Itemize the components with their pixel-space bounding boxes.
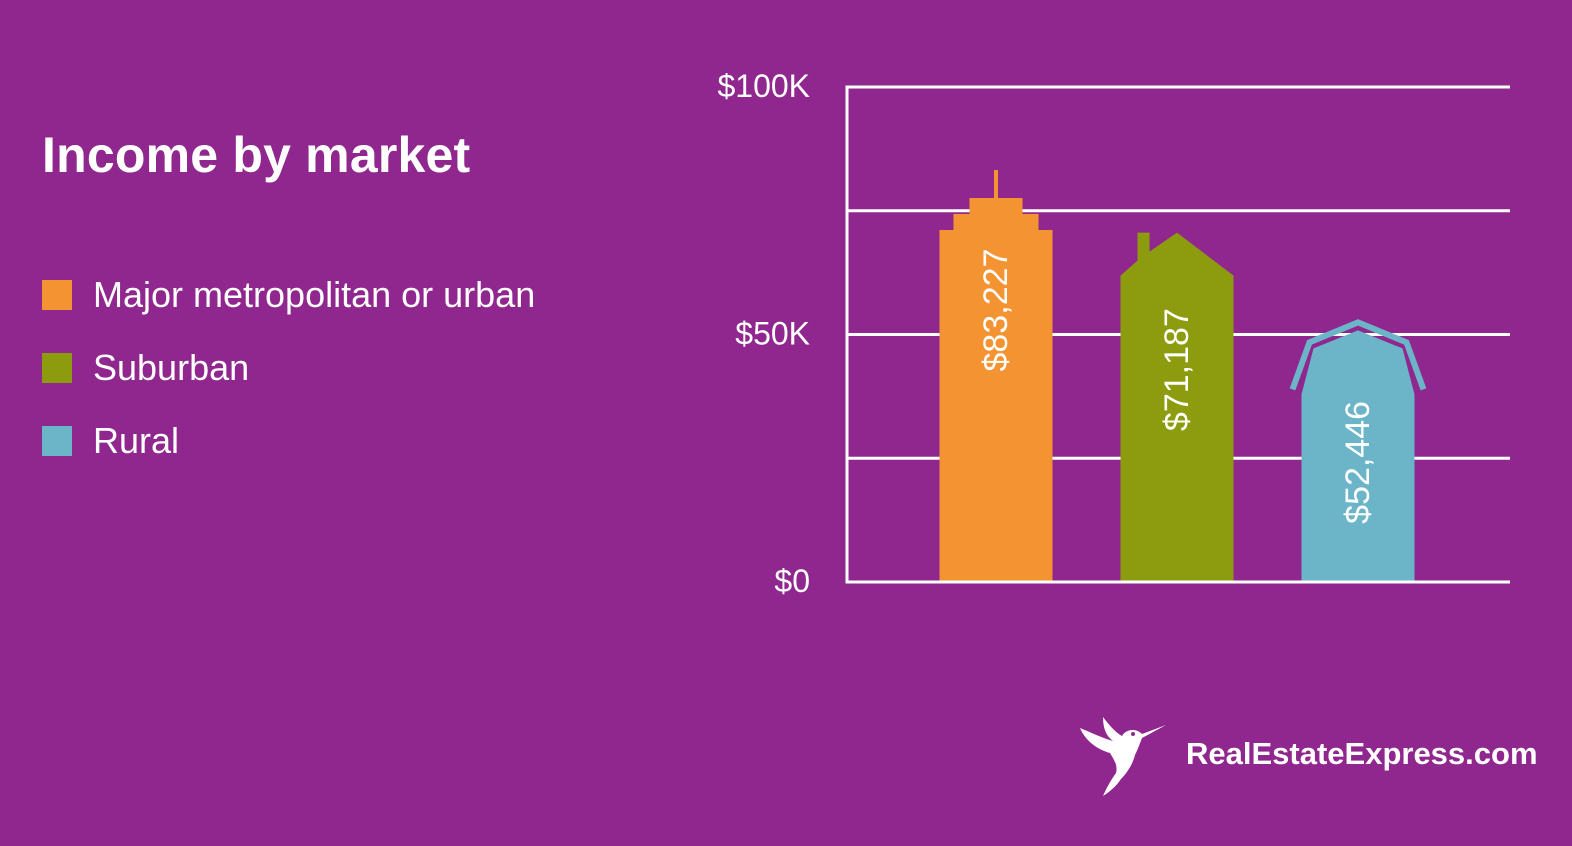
bar-2 [1301,330,1415,581]
bar-value-label: $71,187 [1158,308,1196,431]
legend-label-rural: Rural [93,420,180,461]
y-tick-label: $100K [717,68,810,104]
y-tick-label: $50K [735,316,810,352]
chart-title: Income by market [42,127,471,183]
legend-label-urban: Major metropolitan or urban [93,274,536,315]
barn-roof-outline [1289,319,1427,391]
bar-0 [939,170,1053,581]
y-tick-label: $0 [774,563,810,599]
legend-label-suburban: Suburban [93,347,250,388]
bar-value-label: $52,446 [1339,401,1377,524]
legend-swatch-urban [42,280,72,310]
hummingbird-icon [1080,717,1166,796]
legend-swatch-suburban [42,353,72,383]
brand-name: RealEstateExpress.com [1186,736,1538,771]
bar-1 [1120,232,1234,581]
legend-swatch-rural [42,426,72,456]
bar-value-label: $83,227 [977,249,1015,372]
brand: RealEstateExpress.com [1076,712,1546,812]
